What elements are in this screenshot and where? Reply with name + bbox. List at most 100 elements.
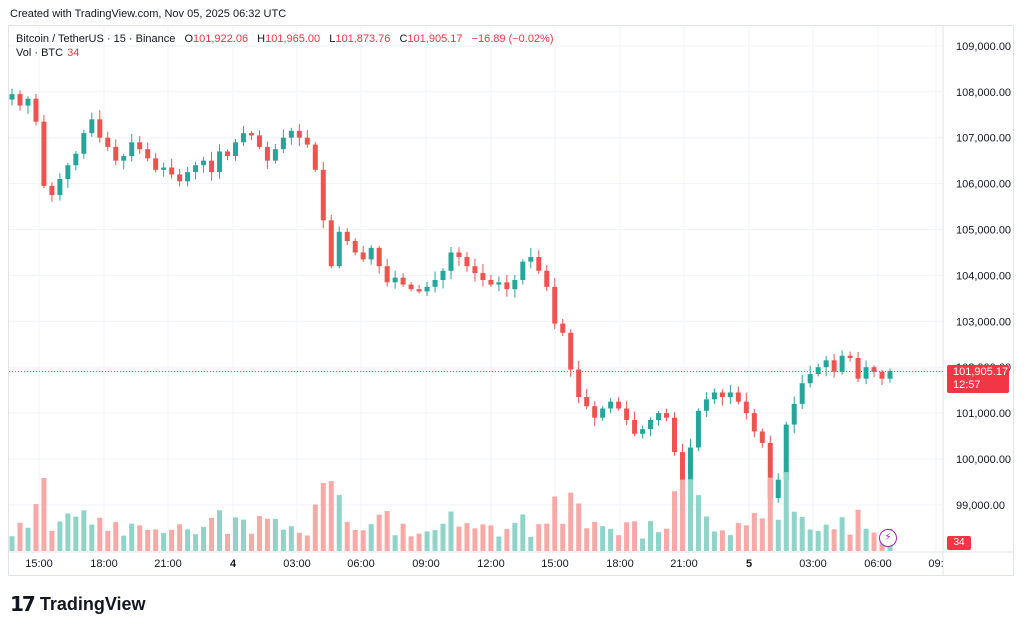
candle-body xyxy=(193,165,199,173)
candle-body xyxy=(328,220,334,267)
volume-bar xyxy=(592,522,598,551)
x-tick-label: 06:00 xyxy=(347,558,375,570)
volume-bar xyxy=(432,530,438,551)
volume-bar xyxy=(656,532,662,551)
volume-bar xyxy=(232,517,238,551)
volume-bar xyxy=(89,524,95,551)
candle-body xyxy=(384,266,390,283)
candle-body xyxy=(280,137,286,150)
volume-bar xyxy=(360,530,366,551)
volume-bar xyxy=(536,524,542,551)
volume-value: 34 xyxy=(67,47,80,59)
candle-body xyxy=(671,417,677,453)
candle-body xyxy=(185,172,191,182)
volume-bar xyxy=(759,518,765,551)
symbol-label[interactable]: Bitcoin / TetherUS · 15 · Binance xyxy=(16,33,176,45)
volume-bar xyxy=(129,523,135,551)
candle-body xyxy=(648,419,654,430)
candle-body xyxy=(727,392,733,398)
candle-body xyxy=(17,94,23,106)
volume-bar xyxy=(161,532,167,551)
lightning-icon[interactable]: ⚡ xyxy=(879,529,897,547)
candle-body xyxy=(161,167,167,170)
volume-bar xyxy=(33,504,39,551)
candle-body xyxy=(105,137,111,147)
volume-bar xyxy=(791,511,797,551)
volume-bar xyxy=(65,513,71,551)
candle-body xyxy=(25,98,31,106)
volume-bar xyxy=(544,523,550,551)
volume-bar xyxy=(376,514,382,551)
volume-bar xyxy=(392,535,398,551)
volume-bar xyxy=(240,519,246,551)
candle-body xyxy=(33,98,39,122)
chart-caption: Created with TradingView.com, Nov 05, 20… xyxy=(10,8,287,20)
candle-body xyxy=(81,133,87,154)
volume-bar xyxy=(177,524,183,551)
volume-label[interactable]: Vol · BTC xyxy=(16,47,64,59)
x-tick-label: 21:00 xyxy=(154,558,182,570)
candle-body xyxy=(177,174,183,182)
volume-bar xyxy=(576,503,582,551)
volume-bar xyxy=(288,526,294,551)
candle-body xyxy=(871,367,877,372)
candle-body xyxy=(464,257,470,267)
candle-body xyxy=(480,273,486,280)
candle-body xyxy=(272,149,278,161)
volume-bar xyxy=(225,533,231,551)
volume-bar xyxy=(328,481,334,551)
y-tick-label: 99,000.00 xyxy=(956,500,1005,512)
candle-body xyxy=(145,149,151,159)
volume-bar xyxy=(671,491,677,551)
volume-bar xyxy=(256,516,262,551)
candle-body xyxy=(113,146,119,161)
candle-body xyxy=(320,169,326,221)
volume-bar xyxy=(17,522,23,551)
volume-bar xyxy=(368,524,374,551)
candle-body xyxy=(448,252,454,271)
volume-bar xyxy=(608,528,614,551)
volume-bar xyxy=(424,531,430,551)
last-price-value: 101,905.17 xyxy=(953,366,1009,378)
x-tick-label: 03:00 xyxy=(283,558,311,570)
candle-body xyxy=(248,133,254,136)
candle-body xyxy=(288,130,294,138)
candle-body xyxy=(695,410,701,448)
candle-body xyxy=(552,286,558,324)
candle-body xyxy=(815,367,821,375)
tradingview-logo[interactable]: 17 TradingView xyxy=(10,592,146,616)
volume-bar xyxy=(448,511,454,551)
volume-bar xyxy=(304,535,310,551)
candle-body xyxy=(600,408,606,418)
candle-body xyxy=(791,403,797,425)
x-tick-label: 18:00 xyxy=(606,558,634,570)
volume-bar xyxy=(209,517,215,551)
y-tick-label: 100,000.00 xyxy=(956,454,1011,466)
candle-body xyxy=(568,332,574,370)
volume-bar xyxy=(679,479,685,551)
close-label: C xyxy=(399,33,408,45)
volume-bar xyxy=(169,529,175,551)
volume-bar xyxy=(344,521,350,551)
volume-bar xyxy=(648,521,654,551)
candle-body xyxy=(472,266,478,274)
candle-body xyxy=(217,151,223,173)
volume-bar xyxy=(807,529,813,551)
volume-bar xyxy=(496,536,502,551)
candle-body xyxy=(432,279,438,287)
volume-bar xyxy=(664,528,670,551)
brand-name: TradingView xyxy=(39,593,146,614)
volume-bar xyxy=(352,529,358,551)
volume-bar xyxy=(775,519,781,551)
candle-body xyxy=(831,360,837,372)
volume-bar xyxy=(9,536,15,551)
candle-body xyxy=(847,355,853,359)
volume-bar xyxy=(703,516,709,551)
candle-body xyxy=(735,392,741,402)
volume-bar xyxy=(831,529,837,551)
candle-body xyxy=(767,442,773,499)
candle-body xyxy=(719,392,725,398)
x-tick-label: 09: xyxy=(928,558,943,570)
candle-body xyxy=(416,289,422,292)
